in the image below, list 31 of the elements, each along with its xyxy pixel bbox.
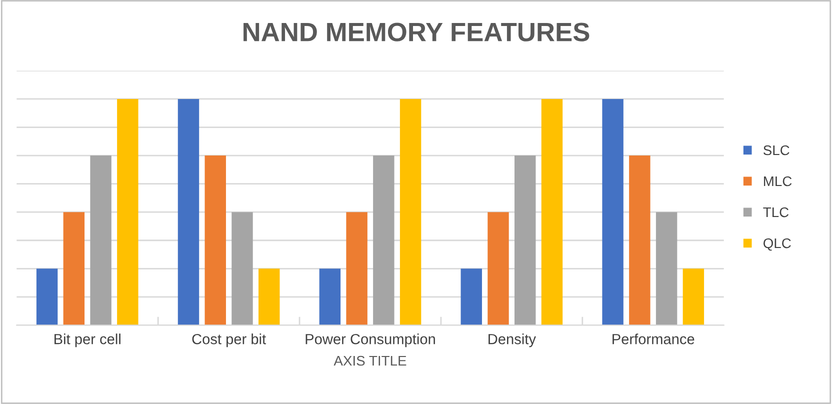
bar — [36, 268, 58, 326]
legend-label: SLC — [763, 145, 790, 156]
bar — [682, 268, 704, 326]
x-tick-label: Density — [488, 334, 536, 348]
x-tick-label: Power Consumption — [306, 334, 435, 348]
bar — [258, 268, 280, 326]
bar — [656, 212, 678, 326]
bar — [63, 212, 85, 326]
bar — [629, 156, 650, 326]
bar — [541, 98, 563, 326]
x-tick-label: Performance — [612, 334, 694, 344]
bar — [346, 212, 368, 326]
bar — [488, 212, 509, 326]
bar — [514, 156, 536, 326]
x-tick-label: Cost per bit — [192, 334, 266, 348]
bar — [90, 156, 112, 326]
bar — [373, 156, 394, 326]
legend-label: QLC — [764, 238, 791, 251]
legend-label: MLC — [764, 176, 792, 186]
bar — [319, 268, 341, 326]
bar — [460, 268, 482, 326]
x-tick-label: Bit per cell — [54, 334, 120, 348]
bar — [178, 98, 200, 326]
chart-title: NAND MEMORY FEATURES — [244, 22, 590, 42]
bar — [204, 156, 226, 326]
legend-label: TLC — [763, 207, 789, 218]
x-axis-title: AXIS TITLE — [334, 356, 406, 366]
bar — [602, 98, 624, 326]
bar — [117, 98, 138, 326]
bar — [232, 212, 253, 326]
bar — [400, 98, 422, 326]
